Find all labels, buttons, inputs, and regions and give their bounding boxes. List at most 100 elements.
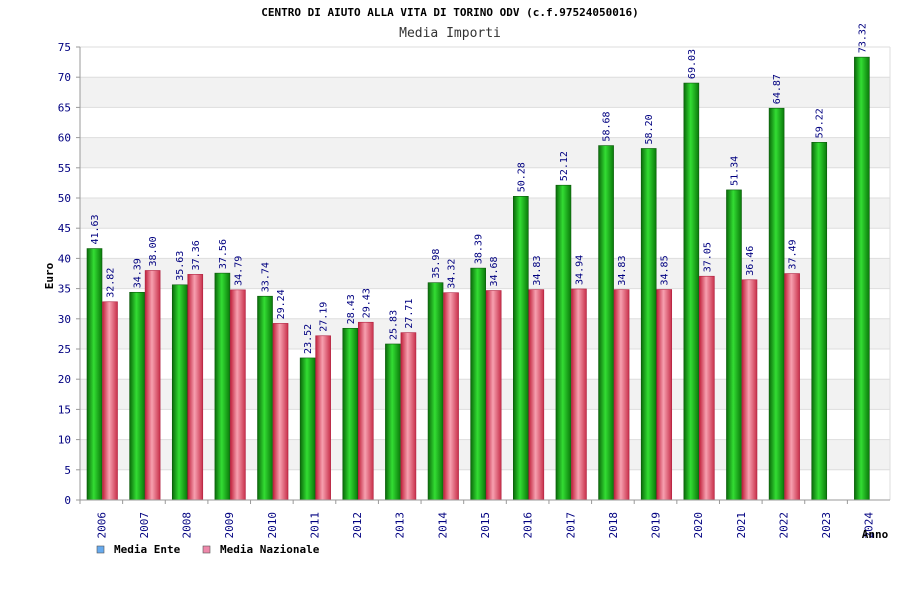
x-tick-label-2006: 2006 xyxy=(95,512,108,539)
y-tick-label: 55 xyxy=(58,162,71,175)
x-tick-label-2012: 2012 xyxy=(351,512,364,539)
value-label-media-nazionale-2012: 29.43 xyxy=(361,288,372,318)
x-tick-label-2007: 2007 xyxy=(138,512,151,539)
value-label-media-nazionale-2021: 36.46 xyxy=(745,246,756,276)
grid-band xyxy=(80,77,890,108)
bar-media-ente-2018 xyxy=(598,145,614,501)
x-tick-label-2013: 2013 xyxy=(394,512,407,539)
value-label-media-ente-2014: 35.98 xyxy=(431,249,442,279)
value-label-media-nazionale-2022: 37.49 xyxy=(788,239,799,269)
bar-media-ente-2024 xyxy=(854,56,870,501)
y-tick-label: 75 xyxy=(58,41,71,54)
x-tick-label-2009: 2009 xyxy=(223,512,236,539)
y-tick-label: 40 xyxy=(58,252,71,265)
bar-media-ente-2021 xyxy=(726,189,742,501)
value-label-media-ente-2015: 38.39 xyxy=(474,234,485,264)
y-tick-label: 30 xyxy=(58,313,71,326)
bar-media-ente-2011 xyxy=(299,357,316,501)
x-tick-label-2021: 2021 xyxy=(735,512,748,539)
bar-media-ente-2010 xyxy=(257,295,273,501)
bar-media-nazionale-2006 xyxy=(102,301,118,501)
legend-item-media-nazionale: Media Nazionale xyxy=(202,543,320,556)
value-label-media-ente-2011: 23.52 xyxy=(303,324,314,354)
bar-media-nazionale-2019 xyxy=(656,289,673,501)
y-tick-label: 20 xyxy=(58,373,71,386)
value-label-media-ente-2017: 52.12 xyxy=(559,151,570,181)
value-label-media-nazionale-2014: 34.32 xyxy=(447,259,458,289)
bar-media-nazionale-2011 xyxy=(315,335,331,501)
bar-media-ente-2016 xyxy=(513,196,529,501)
bar-media-ente-2017 xyxy=(555,184,572,501)
value-label-media-nazionale-2015: 34.68 xyxy=(489,256,500,286)
value-label-media-nazionale-2019: 34.85 xyxy=(660,255,671,285)
value-label-media-ente-2022: 64.87 xyxy=(772,74,783,104)
x-axis-label: Anno xyxy=(862,528,889,541)
y-tick-label: 15 xyxy=(58,403,71,416)
value-label-media-ente-2023: 59.22 xyxy=(815,108,826,138)
y-axis-ticks: 0 5 10 15 20 25 30 35 40 45 50 55 60 65 70 75 xyxy=(58,41,80,507)
x-tick-label-2018: 2018 xyxy=(607,512,620,539)
y-axis-label: Euro xyxy=(43,262,56,289)
legend-label: Media Nazionale xyxy=(220,543,320,556)
legend: Media Ente Media Nazionale xyxy=(96,543,320,556)
bar-media-nazionale-2010 xyxy=(272,323,289,501)
value-label-media-ente-2018: 58.68 xyxy=(602,111,613,141)
bar-media-nazionale-2012 xyxy=(357,321,374,501)
value-label-media-ente-2006: 41.63 xyxy=(90,214,101,244)
y-tick-label: 0 xyxy=(64,494,71,507)
y-tick-label: 25 xyxy=(58,343,71,356)
x-tick-label-2008: 2008 xyxy=(181,512,194,539)
y-tick-label: 45 xyxy=(58,222,71,235)
bar-media-nazionale-2017 xyxy=(571,288,587,501)
value-label-media-ente-2008: 35.63 xyxy=(175,251,186,281)
bar-media-ente-2014 xyxy=(427,282,444,501)
bar-media-ente-2012 xyxy=(342,327,359,501)
bar-media-nazionale-2018 xyxy=(613,289,630,501)
legend-swatch xyxy=(96,545,105,554)
bar-media-ente-2022 xyxy=(768,107,785,501)
y-tick-label: 60 xyxy=(58,132,71,145)
grid-band xyxy=(80,198,890,229)
x-tick-label-2017: 2017 xyxy=(564,512,577,539)
value-label-media-nazionale-2018: 34.83 xyxy=(617,256,628,286)
bar-media-nazionale-2021 xyxy=(741,279,758,501)
value-label-media-ente-2013: 25.83 xyxy=(388,310,399,340)
value-label-media-nazionale-2013: 27.71 xyxy=(404,299,415,329)
value-label-media-nazionale-2008: 37.36 xyxy=(191,240,202,270)
value-label-media-nazionale-2007: 38.00 xyxy=(148,236,159,266)
bar-media-ente-2020 xyxy=(683,82,700,501)
y-tick-label: 5 xyxy=(64,464,71,477)
chart-subtitle: Media Importi xyxy=(399,26,501,41)
bar-media-ente-2006 xyxy=(86,248,103,501)
bar-media-nazionale-2009 xyxy=(230,289,246,501)
value-label-media-ente-2010: 33.74 xyxy=(261,262,272,292)
value-label-media-ente-2007: 34.39 xyxy=(133,258,144,288)
y-tick-label: 10 xyxy=(58,434,71,447)
bar-media-ente-2013 xyxy=(385,343,401,501)
x-tick-label-2014: 2014 xyxy=(436,512,449,539)
x-tick-label-2022: 2022 xyxy=(777,512,790,539)
bar-media-nazionale-2007 xyxy=(144,270,161,501)
x-axis-ticks: 2006 2007 2008 2009 2010 2011 2012 2013 2014 2015… xyxy=(79,500,876,539)
bar-media-ente-2008 xyxy=(171,284,188,501)
bar-media-nazionale-2022 xyxy=(784,273,800,501)
bar-media-nazionale-2020 xyxy=(699,275,715,501)
bar-media-nazionale-2014 xyxy=(443,292,459,501)
y-tick-label: 35 xyxy=(58,283,71,296)
bar-media-ente-2019 xyxy=(640,148,657,501)
bar-media-nazionale-2013 xyxy=(400,332,417,501)
x-tick-label-2024: 2024 xyxy=(863,512,876,539)
x-tick-label-2011: 2011 xyxy=(308,512,321,539)
value-label-media-ente-2021: 51.34 xyxy=(729,156,740,186)
value-label-media-nazionale-2009: 34.79 xyxy=(233,256,244,286)
x-tick-label-2010: 2010 xyxy=(266,512,279,539)
x-tick-label-2016: 2016 xyxy=(522,512,535,539)
x-tick-label-2020: 2020 xyxy=(692,512,705,539)
y-tick-label: 50 xyxy=(58,192,71,205)
bar-media-ente-2015 xyxy=(470,267,486,501)
bar-media-nazionale-2015 xyxy=(485,290,502,501)
value-label-media-ente-2024: 73.32 xyxy=(857,23,868,53)
grid-band xyxy=(80,137,890,168)
